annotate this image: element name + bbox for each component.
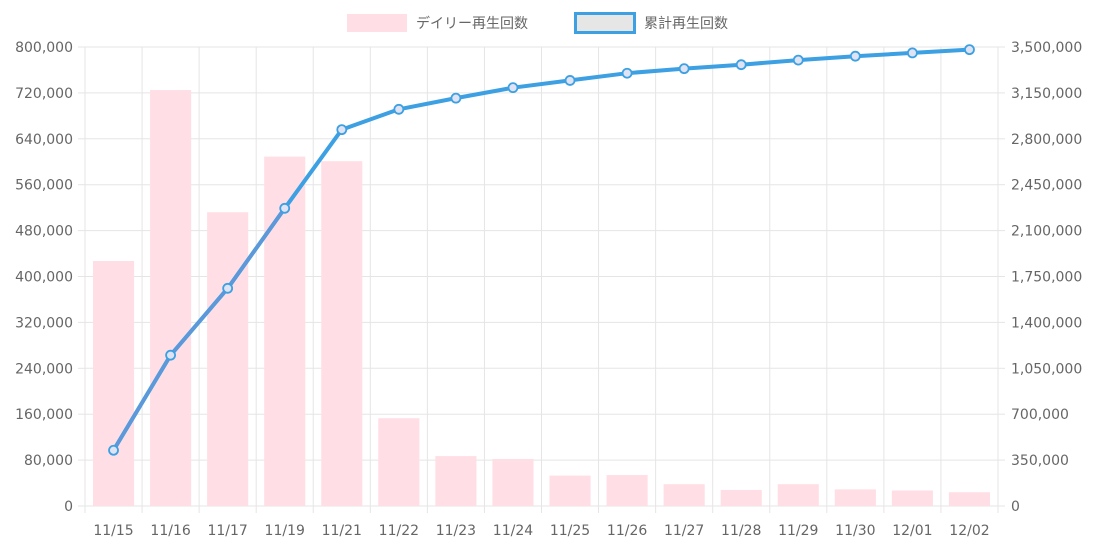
bar-daily-12/02 (948, 492, 991, 506)
x-tick-label: 11/24 (493, 523, 533, 539)
y-right-tick-label: 350,000 (1011, 453, 1069, 469)
y-right-tick-label: 3,150,000 (1011, 86, 1082, 102)
y-right-tick-label: 2,800,000 (1011, 132, 1082, 148)
x-tick-label: 11/17 (207, 523, 247, 539)
point-cumulative-11/25 (564, 75, 576, 86)
x-tick-label: 12/01 (892, 523, 932, 539)
bar-daily-11/23 (435, 456, 477, 506)
y-left-tick-label: 320,000 (15, 315, 73, 331)
point-cumulative-11/17 (222, 282, 234, 294)
x-tick-label: 11/15 (93, 523, 133, 539)
y-right-tick-label: 2,450,000 (1011, 178, 1082, 194)
x-tick-label: 11/23 (436, 523, 476, 539)
point-cumulative-12/01 (907, 47, 918, 59)
bar-daily-11/19 (264, 156, 306, 506)
line-points (108, 44, 975, 456)
bar-daily-11/16 (150, 90, 192, 506)
legend-swatch-daily (347, 14, 407, 32)
y-left-tick-label: 400,000 (15, 270, 73, 286)
bar-daily-11/27 (663, 484, 705, 506)
bar-daily-11/17 (207, 212, 249, 507)
x-tick-label: 11/22 (379, 523, 419, 539)
bar-series-daily (92, 90, 991, 507)
bar-daily-11/28 (720, 489, 762, 506)
bar-daily-11/22 (378, 418, 420, 506)
legend-label-daily: デイリー再生回数 (416, 15, 528, 32)
y-left-tick-label: 720,000 (15, 86, 73, 102)
x-tick-label: 11/21 (322, 523, 362, 539)
y-left-tick-label: 800,000 (15, 40, 73, 56)
y-right-tick-label: 3,500,000 (1011, 40, 1082, 56)
y-right-tick-label: 1,400,000 (1011, 315, 1082, 331)
legend: デイリー再生回数 累計再生回数 (347, 12, 728, 34)
bar-daily-11/15 (92, 261, 135, 506)
bar-daily-11/24 (492, 458, 534, 506)
point-cumulative-11/22 (393, 103, 405, 115)
point-cumulative-11/26 (621, 67, 633, 79)
x-tick-label: 11/16 (150, 523, 190, 539)
x-tick-label: 12/02 (949, 523, 989, 539)
line-cumulative-overlay (112, 206, 287, 452)
x-tick-label: 11/30 (835, 523, 875, 539)
bar-daily-11/26 (606, 475, 648, 506)
point-cumulative-11/15 (108, 444, 119, 456)
point-cumulative-11/30 (849, 50, 861, 62)
point-cumulative-11/21 (336, 124, 348, 136)
x-tick-label: 11/28 (721, 523, 761, 539)
y-right-tick-label: 1,750,000 (1011, 270, 1082, 286)
legend-swatch-cumulative (574, 12, 636, 34)
y-left-tick-label: 560,000 (15, 178, 73, 194)
point-cumulative-11/28 (735, 59, 747, 71)
bar-daily-11/21 (321, 161, 363, 506)
bar-daily-11/29 (777, 484, 819, 506)
bar-daily-11/30 (834, 489, 876, 506)
point-cumulative-11/23 (450, 92, 462, 104)
x-tick-label: 11/25 (550, 523, 590, 539)
x-tick-label: 11/27 (664, 523, 704, 539)
y-left-tick-label: 0 (64, 499, 73, 515)
y-left-tick-label: 480,000 (15, 224, 73, 240)
point-cumulative-12/02 (964, 44, 975, 56)
point-cumulative-11/16 (165, 349, 176, 361)
x-tick-label: 11/29 (778, 523, 818, 539)
legend-label-cumulative: 累計再生回数 (644, 16, 728, 32)
point-cumulative-11/19 (279, 202, 291, 214)
bar-daily-11/25 (549, 475, 591, 506)
y-left-tick-label: 240,000 (15, 361, 73, 377)
y-left-tick-label: 80,000 (24, 453, 73, 469)
y-left-tick-label: 640,000 (15, 132, 73, 148)
y-right-tick-label: 700,000 (1011, 407, 1069, 423)
point-cumulative-11/27 (678, 63, 690, 75)
x-tick-label: 11/19 (265, 523, 305, 539)
y-left-tick-label: 160,000 (15, 407, 73, 423)
point-cumulative-11/29 (792, 54, 804, 66)
y-right-tick-label: 2,100,000 (1011, 224, 1082, 240)
x-tick-label: 11/26 (607, 523, 647, 539)
y-right-tick-label: 0 (1011, 499, 1020, 515)
point-cumulative-11/24 (507, 82, 519, 94)
y-right-tick-label: 1,050,000 (1011, 361, 1082, 377)
bar-daily-12/01 (891, 490, 933, 506)
